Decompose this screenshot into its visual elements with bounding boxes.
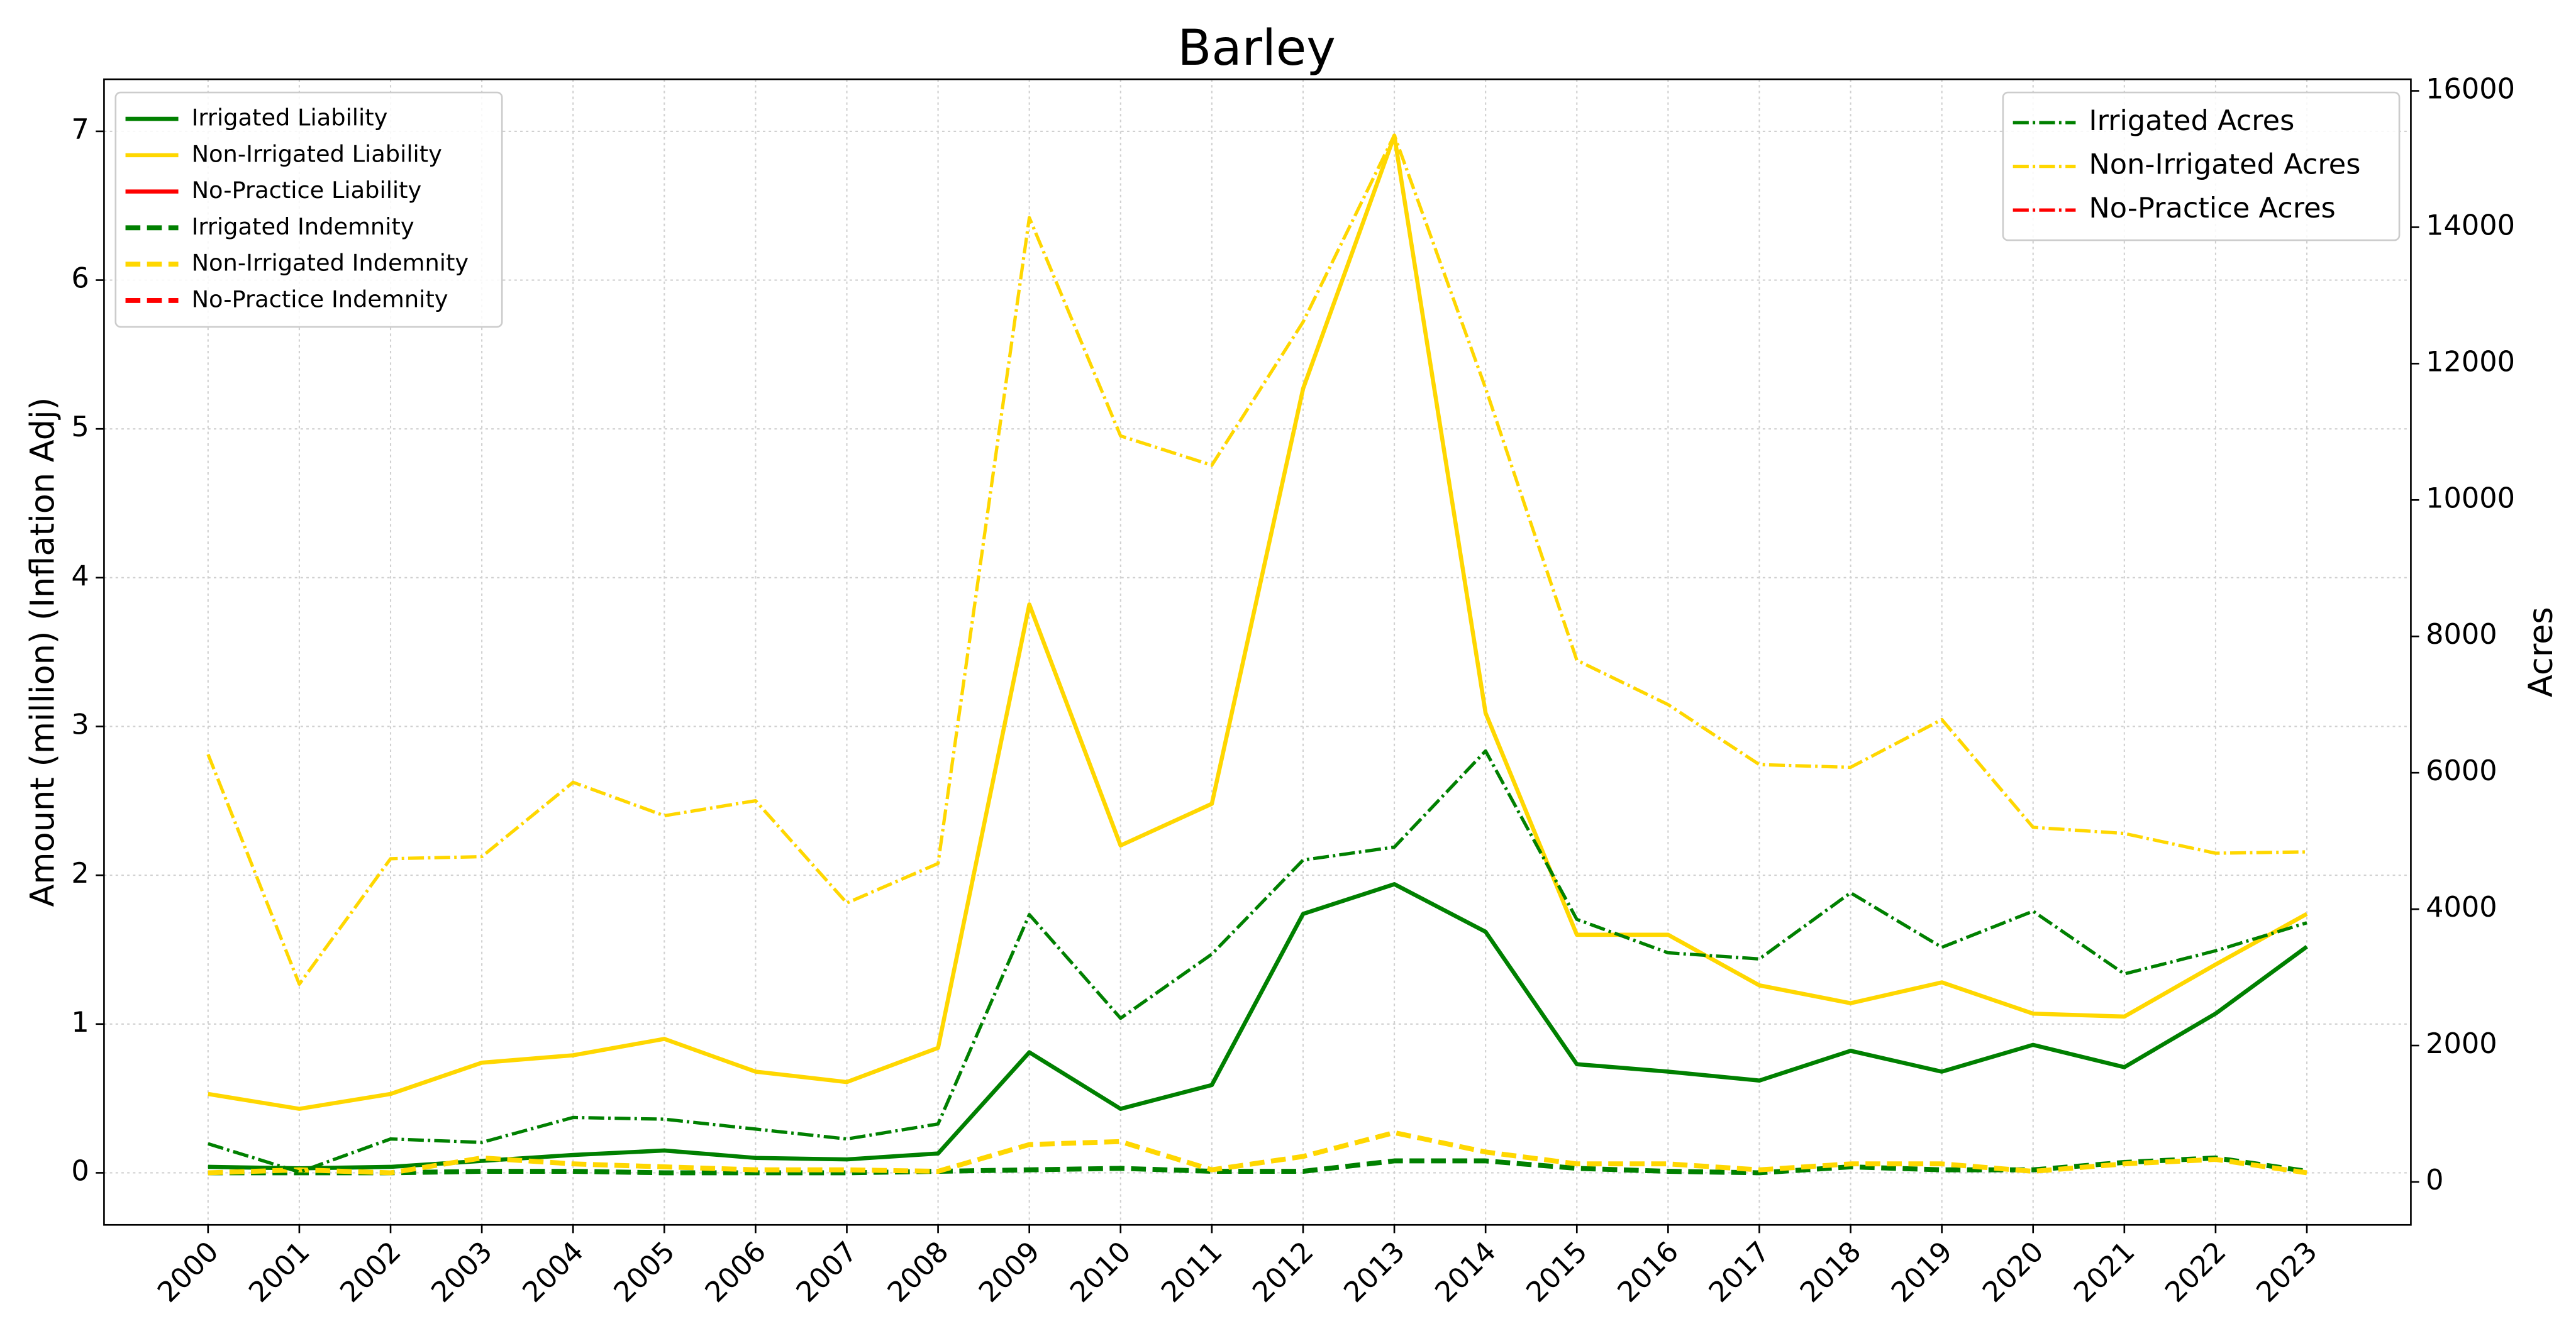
y-tick-label: 0 <box>71 1154 89 1187</box>
chart-title: Barley <box>1177 19 1336 77</box>
legend: Irrigated Liability Non-Irrigated Liabili… <box>114 91 503 328</box>
y-tick-label: 2 <box>71 857 89 890</box>
plot-frame <box>103 78 2412 1226</box>
y-tick-label: 4 <box>71 560 89 592</box>
legend-label: Non-Irrigated Liability <box>192 140 442 167</box>
y2-tick-label: 14000 <box>2426 209 2515 241</box>
legend-box <box>114 91 503 328</box>
series-line <box>208 882 2308 1171</box>
legend: Irrigated Acres Non-Irrigated Acres No-Pra… <box>2002 91 2401 241</box>
series-line <box>208 133 2308 1111</box>
y2-tick-label: 8000 <box>2426 618 2497 651</box>
y-tick-label: 5 <box>71 411 89 443</box>
y-tick-label: 1 <box>71 1006 89 1039</box>
y2-tick-label: 2000 <box>2426 1027 2497 1060</box>
legend-label: No-Practice Acres <box>2089 192 2335 224</box>
y2-tick-label: 12000 <box>2426 345 2515 378</box>
series-line <box>208 1130 2307 1176</box>
legend-label: Non-Irrigated Acres <box>2089 148 2360 181</box>
series-line <box>206 133 2307 986</box>
series-line <box>208 1155 2307 1176</box>
y-tick-label: 3 <box>71 708 89 741</box>
series-line <box>208 749 2307 1174</box>
y2-axis-label: Acres <box>2522 607 2560 697</box>
y2-tick-label: 10000 <box>2426 482 2515 514</box>
legend-label: Irrigated Liability <box>192 104 388 131</box>
y2-tick-label: 0 <box>2426 1164 2443 1196</box>
legend-label: Non-Irrigated Indemnity <box>192 250 469 277</box>
legend-label: Irrigated Acres <box>2089 104 2294 137</box>
legend-label: Irrigated Indemnity <box>192 213 414 240</box>
y-axis-label: Amount (million) (Inflation Adj) <box>24 397 62 907</box>
legend-box <box>2002 91 2401 241</box>
legend-label: No-Practice Liability <box>192 177 422 204</box>
y2-tick-label: 16000 <box>2426 73 2515 106</box>
y2-tick-label: 4000 <box>2426 891 2497 924</box>
y2-tick-label: 6000 <box>2426 754 2497 787</box>
y-tick-label: 7 <box>71 113 89 146</box>
y-tick-label: 6 <box>71 262 89 295</box>
legend-label: No-Practice Indemnity <box>192 285 448 312</box>
